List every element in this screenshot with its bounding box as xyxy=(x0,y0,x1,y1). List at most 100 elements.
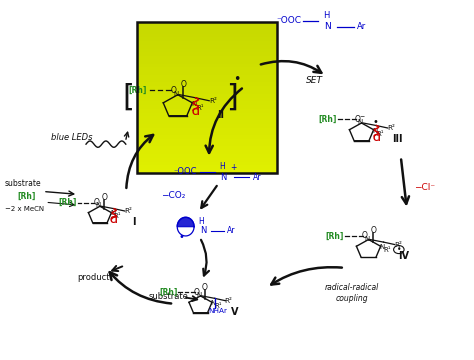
FancyBboxPatch shape xyxy=(137,37,277,41)
Text: product: product xyxy=(77,273,110,282)
FancyBboxPatch shape xyxy=(137,60,277,64)
FancyBboxPatch shape xyxy=(137,131,277,135)
FancyBboxPatch shape xyxy=(137,45,277,49)
Text: −: − xyxy=(359,114,365,119)
Text: [: [ xyxy=(122,83,134,112)
Text: I: I xyxy=(132,217,136,227)
Text: N: N xyxy=(173,91,179,97)
Text: N: N xyxy=(96,202,101,208)
Text: [Rh]: [Rh] xyxy=(59,198,77,207)
FancyBboxPatch shape xyxy=(137,82,277,86)
Text: substrate: substrate xyxy=(148,292,188,301)
Text: R²: R² xyxy=(124,208,132,214)
Text: Cl: Cl xyxy=(110,216,118,225)
FancyBboxPatch shape xyxy=(137,22,277,26)
FancyBboxPatch shape xyxy=(137,147,277,150)
Text: Ar: Ar xyxy=(253,173,262,182)
Text: ]: ] xyxy=(226,83,237,112)
Text: [Rh]: [Rh] xyxy=(319,115,337,124)
FancyBboxPatch shape xyxy=(137,94,277,98)
FancyBboxPatch shape xyxy=(137,113,277,116)
FancyBboxPatch shape xyxy=(137,143,277,147)
Text: SET: SET xyxy=(306,76,323,85)
FancyBboxPatch shape xyxy=(137,128,277,131)
Text: N: N xyxy=(211,300,216,306)
Text: [Rh]: [Rh] xyxy=(18,192,36,201)
Text: −CO₂: −CO₂ xyxy=(161,190,185,199)
Text: NHAr: NHAr xyxy=(209,308,228,314)
Text: H: H xyxy=(198,217,204,226)
FancyBboxPatch shape xyxy=(137,150,277,154)
Text: R¹: R¹ xyxy=(214,303,222,309)
FancyBboxPatch shape xyxy=(137,139,277,143)
Text: IV: IV xyxy=(399,251,410,261)
Text: N: N xyxy=(357,119,363,125)
FancyBboxPatch shape xyxy=(137,165,277,169)
Text: N: N xyxy=(380,244,385,250)
FancyBboxPatch shape xyxy=(137,135,277,139)
Text: O: O xyxy=(93,198,99,207)
Text: N: N xyxy=(200,226,206,235)
Text: +: + xyxy=(231,163,237,172)
Text: N: N xyxy=(373,127,378,134)
Text: •: • xyxy=(234,73,241,86)
Text: II: II xyxy=(217,109,224,120)
Text: O: O xyxy=(362,231,368,240)
FancyBboxPatch shape xyxy=(137,67,277,71)
FancyBboxPatch shape xyxy=(137,98,277,101)
Text: −Cl⁻: −Cl⁻ xyxy=(414,183,435,192)
FancyBboxPatch shape xyxy=(137,79,277,82)
Text: •: • xyxy=(373,117,378,127)
FancyBboxPatch shape xyxy=(137,71,277,75)
Text: O: O xyxy=(194,288,200,297)
Text: Ar: Ar xyxy=(357,22,366,31)
Text: N: N xyxy=(196,292,201,298)
FancyBboxPatch shape xyxy=(137,75,277,79)
Text: O: O xyxy=(370,226,376,235)
FancyBboxPatch shape xyxy=(137,116,277,120)
Text: N: N xyxy=(324,22,331,31)
Text: ⁻OOC: ⁻OOC xyxy=(276,16,301,25)
Text: H: H xyxy=(323,10,329,19)
FancyBboxPatch shape xyxy=(137,86,277,90)
Text: R²: R² xyxy=(387,125,395,131)
Text: R²: R² xyxy=(394,242,402,248)
Text: [Rh]: [Rh] xyxy=(128,86,146,95)
FancyBboxPatch shape xyxy=(137,90,277,94)
FancyBboxPatch shape xyxy=(137,158,277,162)
Text: substrate: substrate xyxy=(5,179,42,188)
FancyBboxPatch shape xyxy=(137,33,277,37)
Text: Cl: Cl xyxy=(372,134,381,143)
Text: V: V xyxy=(230,307,238,316)
FancyBboxPatch shape xyxy=(137,169,277,173)
Text: N: N xyxy=(220,173,226,182)
Text: radical-radical
coupling: radical-radical coupling xyxy=(325,283,379,303)
FancyBboxPatch shape xyxy=(137,154,277,158)
Text: R²: R² xyxy=(225,298,232,304)
Text: −2 x MeCN: −2 x MeCN xyxy=(5,206,44,212)
FancyBboxPatch shape xyxy=(137,109,277,113)
FancyBboxPatch shape xyxy=(137,105,277,109)
Text: N: N xyxy=(191,101,197,107)
Text: R¹: R¹ xyxy=(376,131,384,137)
FancyBboxPatch shape xyxy=(137,49,277,52)
Text: blue LEDs: blue LEDs xyxy=(51,133,93,142)
Text: O: O xyxy=(355,115,361,124)
Text: [Rh]: [Rh] xyxy=(326,231,344,240)
Text: R²: R² xyxy=(210,98,217,104)
Text: Cl: Cl xyxy=(191,108,200,117)
Text: •: • xyxy=(397,245,401,254)
Polygon shape xyxy=(177,217,194,226)
Text: O: O xyxy=(202,283,208,292)
Text: O: O xyxy=(170,86,176,95)
Text: R¹: R¹ xyxy=(114,213,121,220)
Text: ⁻OOC: ⁻OOC xyxy=(174,167,197,176)
Text: •: • xyxy=(179,232,185,242)
FancyBboxPatch shape xyxy=(137,26,277,30)
FancyBboxPatch shape xyxy=(137,41,277,45)
Text: O: O xyxy=(101,193,107,202)
FancyBboxPatch shape xyxy=(137,30,277,33)
FancyBboxPatch shape xyxy=(137,120,277,124)
Text: N: N xyxy=(365,236,370,242)
FancyBboxPatch shape xyxy=(137,124,277,128)
